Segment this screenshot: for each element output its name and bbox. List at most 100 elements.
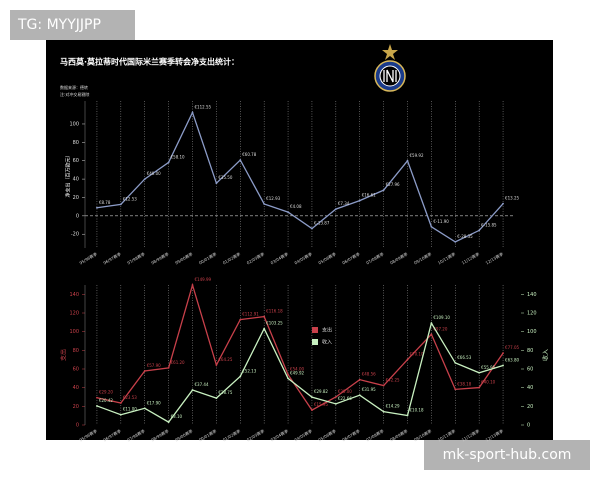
y2-tick-label: 20 [527,404,533,410]
legend-swatch [312,339,318,345]
point [502,352,504,354]
y2-tick-label: 40 [527,385,533,391]
value-label: €15.95 [314,402,328,407]
series-line [96,321,504,423]
value-label: €10.18 [410,407,424,412]
point [191,284,194,286]
value-label: €29.82 [314,389,328,394]
point [167,421,170,424]
point [406,159,409,162]
point [167,366,170,369]
y-tick-label: 40 [73,385,79,391]
point [263,203,266,205]
value-label: €30.00 [338,389,352,394]
value-label: €16.61 [362,193,376,198]
point [382,189,385,192]
point [215,182,218,185]
point [334,402,337,405]
series-line [96,282,504,411]
point [382,410,385,413]
point [215,364,218,366]
y-axis-label: 支出 [60,349,68,361]
point [287,377,289,380]
legend-label: 收入 [322,339,332,346]
point [358,394,361,397]
point [430,225,433,228]
value-label: €35.50 [218,175,232,180]
value-label: €22.66 [338,396,352,401]
point [406,414,409,417]
point [143,407,146,410]
chart-title: 马西莫·莫拉蒂时代国际米兰赛季转会净支出统计： [60,57,239,67]
value-label: €64.25 [218,357,232,362]
point [263,327,266,330]
value-label: €40.10 [481,380,495,385]
value-label: €23.53 [123,395,137,400]
point [167,161,170,164]
value-label: €17.90 [147,400,161,405]
point [502,364,504,367]
value-label: €14.29 [386,404,400,409]
series-line [96,110,504,243]
y2-tick-label: 60 [527,367,533,373]
y2-tick-label: 140 [527,292,537,298]
point [143,178,146,180]
value-label: €40.00 [147,171,161,176]
chart-image [46,40,553,440]
y-tick-label: 0 [76,423,79,429]
point [478,229,481,232]
value-label: €8.78 [99,200,111,205]
point [119,203,122,206]
legend-swatch [312,327,318,333]
point [96,206,98,209]
point [406,358,409,361]
point [478,386,481,389]
point [119,402,122,404]
value-label: €77.05 [505,345,519,350]
value-label: €112.91 [242,312,259,317]
point [239,159,242,161]
value-label: €3.10 [171,414,183,419]
y-tick-label: 20 [73,404,79,410]
y-tick-label: 100 [69,121,79,127]
point [215,397,218,400]
value-label: €59.92 [410,153,424,158]
point [191,389,194,391]
point [287,373,289,376]
value-label: €27.96 [386,182,400,187]
point [454,362,457,364]
point [119,413,122,416]
value-label: €55.95 [481,365,495,370]
value-label: €42.25 [386,378,400,383]
point [358,199,361,202]
value-label: €-15.85 [481,222,497,227]
value-label: €13.25 [505,196,519,201]
watermark-box [424,440,590,470]
value-label: €37.44 [195,382,209,387]
value-label: €-13.87 [314,221,330,226]
point [239,375,242,378]
y-tick-label: 20 [73,195,79,201]
point [191,111,194,114]
value-label: €48.56 [362,372,376,377]
value-label: €-28.35 [457,234,473,239]
point [454,240,457,243]
y-tick-label: 40 [73,177,79,183]
point [358,378,361,381]
value-label: €103.25 [266,321,283,326]
note: 注:对冲交易剔除 [60,91,89,97]
y2-tick-label: 0 [527,423,530,429]
value-label: €7.34 [338,201,350,206]
value-label: €112.55 [195,104,212,109]
point [96,396,98,399]
value-label: €12.53 [123,196,137,201]
point [311,409,313,412]
point [239,318,242,321]
y2-axis-label: 收入 [542,349,550,361]
point [287,211,289,213]
y-tick-label: 80 [73,140,79,146]
point [263,315,266,318]
point [502,202,504,205]
y-tick-label: 120 [69,311,79,317]
